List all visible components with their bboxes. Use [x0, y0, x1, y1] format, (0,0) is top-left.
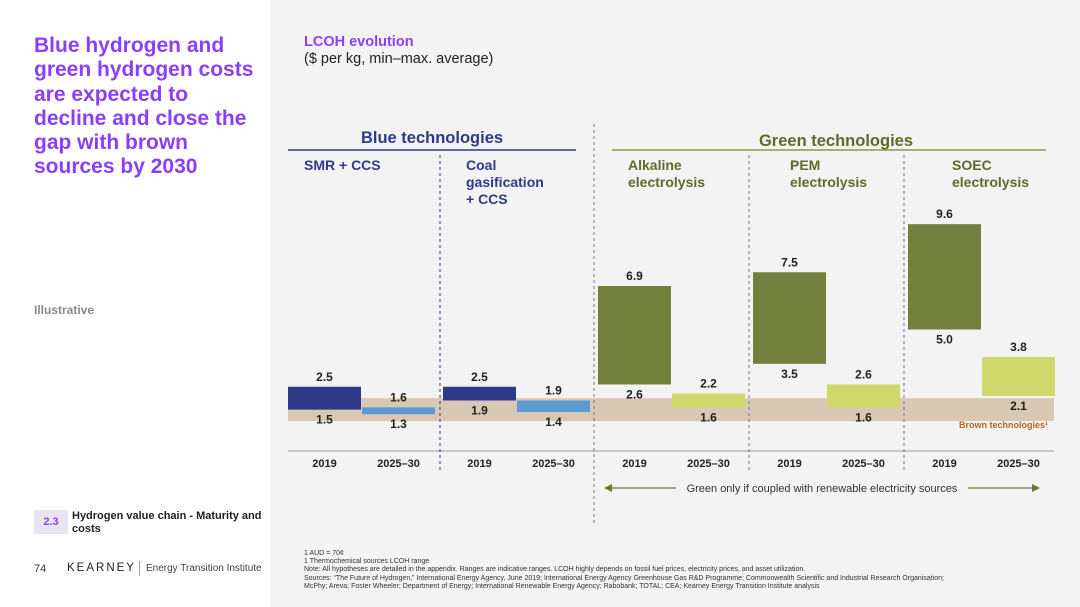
x-tick-label: 2025–30 — [687, 458, 730, 470]
data-label-min: 1.9 — [471, 403, 488, 417]
range-bar — [827, 384, 900, 408]
range-bar — [288, 386, 361, 410]
footnote-line: 1 AUD = 70¢ — [304, 550, 344, 557]
data-label-max: 2.6 — [855, 367, 872, 381]
page-number: 74 — [34, 563, 47, 575]
data-label-max: 7.5 — [781, 255, 798, 269]
range-bar — [753, 272, 826, 364]
range-bar — [982, 356, 1055, 396]
x-tick-label: 2025–30 — [532, 458, 575, 470]
x-tick-label: 2019 — [312, 458, 336, 470]
x-tick-label: 2025–30 — [842, 458, 885, 470]
technology-label: SMR + CCS — [304, 157, 381, 173]
brown-technologies-label: Brown technologies¹ — [959, 420, 1048, 430]
x-tick-label: 2019 — [622, 458, 646, 470]
footnote-line: McPhy; Areva; Foster Wheeler; Department… — [304, 582, 820, 590]
range-bar — [443, 386, 516, 401]
data-label-min: 1.6 — [855, 410, 872, 424]
data-label-max: 2.5 — [316, 370, 333, 384]
data-label-max: 3.8 — [1010, 340, 1027, 354]
range-bar — [517, 400, 590, 412]
data-label-min: 1.4 — [545, 415, 562, 429]
footer-divider — [139, 561, 140, 576]
data-label-max: 1.9 — [545, 383, 562, 397]
x-tick-label: 2019 — [777, 458, 801, 470]
data-label-max: 1.6 — [390, 390, 407, 404]
data-label-max: 9.6 — [936, 207, 953, 221]
technology-label: SOEC electrolysis — [952, 157, 1029, 190]
x-tick-label: 2025–30 — [377, 458, 420, 470]
data-label-max: 6.9 — [626, 269, 643, 283]
group-header-green: Green technologies — [759, 132, 913, 150]
range-bar — [598, 285, 671, 385]
arrow-right-icon — [1032, 484, 1040, 492]
arrow-left-icon — [604, 484, 612, 492]
left-panel — [0, 0, 270, 607]
x-tick-label: 2019 — [467, 458, 491, 470]
range-bar — [672, 393, 745, 408]
data-label-min: 1.5 — [316, 413, 333, 427]
range-bar — [362, 407, 435, 415]
footnote-line: Sources: “The Future of Hydrogen,” Inter… — [304, 574, 944, 582]
illustrative-label: Illustrative — [34, 303, 95, 317]
section-number-badge[interactable]: 2.3 — [34, 510, 68, 534]
range-bar — [908, 224, 981, 330]
brand-logo: KEARNEY — [67, 562, 136, 574]
technology-label: PEM electrolysis — [790, 157, 867, 190]
x-tick-label: 2019 — [932, 458, 956, 470]
data-label-min: 1.6 — [700, 410, 717, 424]
footnote-line: Note: All hypotheses are detailed in the… — [304, 566, 806, 574]
chart-title: LCOH evolution — [304, 34, 414, 50]
data-label-min: 2.1 — [1010, 399, 1027, 413]
data-label-min: 1.3 — [390, 417, 407, 431]
slide-headline: Blue hydrogen and green hydrogen costs a… — [34, 34, 254, 179]
data-label-min: 3.5 — [781, 367, 798, 381]
x-tick-label: 2025–30 — [997, 458, 1040, 470]
group-header-blue: Blue technologies — [361, 129, 503, 147]
data-label-min: 2.6 — [626, 387, 643, 401]
institute-name: Energy Transition Institute — [146, 563, 262, 574]
chart-subtitle: ($ per kg, min–max. average) — [304, 51, 494, 67]
footnotes: 1 AUD = 70¢ 1 Thermochemical sources LCO… — [304, 550, 1064, 591]
data-label-max: 2.5 — [471, 370, 488, 384]
footnote-line: 1 Thermochemical sources LCOH range — [304, 558, 430, 566]
technology-label: Coal gasification + CCS — [466, 157, 544, 207]
data-label-min: 5.0 — [936, 333, 953, 347]
green-note: Green only if coupled with renewable ele… — [687, 483, 958, 495]
section-link[interactable]: Hydrogen value chain - Maturity and cost… — [72, 510, 262, 535]
data-label-max: 2.2 — [700, 377, 717, 391]
technology-label: Alkaline electrolysis — [628, 157, 705, 190]
